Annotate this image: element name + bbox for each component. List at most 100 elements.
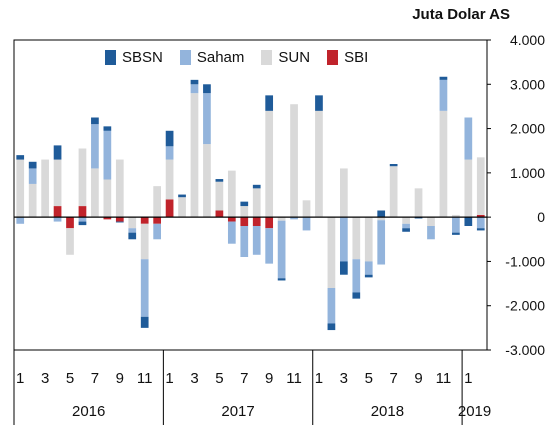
bar-saham-2016-12 [153,223,162,240]
bar-sun-2017-03 [190,93,199,218]
bar-sun-2018-06 [377,217,386,221]
bar-sun-2018-05 [364,217,373,262]
bar-saham-2017-11 [290,217,298,220]
bar-sbsn-2017-02 [178,194,186,198]
bar-sun-2016-09 [115,159,124,218]
bar-sbsn-2017-04 [203,84,211,94]
bar-saham-2017-09 [265,228,274,264]
bar-saham-2017-04 [203,93,211,145]
bar-sbi-2016-08 [103,217,112,220]
bar-sun-2018-08 [402,217,410,224]
legend-item-sun: SUN [261,49,310,66]
x-tick-label: 9 [265,370,273,387]
bar-sun-2016-01 [16,159,25,218]
y-tick-label: -2.000 [505,298,545,314]
bar-sun-2016-11 [140,223,149,260]
legend: SBSN Saham SUN SBI [105,49,385,66]
bar-sbsn-2017-09 [265,95,274,111]
bar-sbsn-2017-10 [277,278,286,281]
bar-sun-2016-02 [28,183,37,218]
y-tick-label: 1.000 [510,165,545,181]
bar-sun-2018-04 [352,217,361,260]
bar-sbsn-2017-03 [190,79,199,85]
bar-sbsn-2016-04 [53,145,62,160]
bar-sbsn-2019-01 [464,217,473,226]
x-tick-label: 3 [41,370,49,387]
bar-sbi-2017-08 [252,217,261,226]
bar-sbsn-2016-10 [128,232,137,240]
bar-sun-2016-05 [66,228,74,255]
bar-sun-2018-09 [414,188,423,218]
bar-sbsn-2016-02 [28,161,37,169]
bar-sun-2017-05 [215,181,224,211]
bar-saham-2017-06 [227,221,236,244]
bar-saham-2018-03 [339,217,348,262]
x-tick-label: 3 [340,370,348,387]
x-tick-label: 9 [414,370,422,387]
bar-sun-2017-10 [277,217,286,221]
bar-sun-2018-03 [339,168,348,218]
bar-sbsn-2018-08 [402,228,410,232]
year-label: 2018 [371,403,404,420]
bar-sbsn-2016-08 [103,126,112,131]
bar-saham-2018-12 [452,217,460,233]
legend-item-saham: Saham [179,49,245,66]
bar-sun-2017-09 [265,110,274,218]
bar-saham-2018-05 [364,261,373,275]
legend-swatch-sbi [327,50,339,65]
bar-saham-2017-03 [190,84,199,94]
bar-sun-2016-06 [78,148,87,207]
y-tick-label: 0 [537,209,545,225]
bar-saham-2019-01 [464,117,473,160]
bar-sbsn-2019-02 [476,228,485,231]
bar-sbsn-2016-06 [78,221,87,226]
x-tick-label: 11 [436,370,452,387]
y-tick-label: 3.000 [510,76,545,92]
year-label: 2016 [72,403,105,420]
bar-saham-2016-02 [28,168,37,184]
bar-sun-2017-02 [178,197,186,218]
year-label: 2019 [458,403,491,420]
x-tick-label: 5 [66,370,74,387]
y-tick-label: 2.000 [510,121,545,137]
bar-saham-2016-06 [78,217,87,222]
bar-sbi-2016-09 [115,217,124,222]
bar-sun-2016-04 [53,159,62,207]
x-tick-label: 11 [286,370,302,387]
bar-sbsn-2018-11 [439,76,448,80]
x-tick-label: 1 [16,370,24,387]
bar-sbsn-2018-05 [364,274,373,278]
x-tick-label: 11 [137,370,153,387]
bar-sbi-2017-09 [265,217,274,229]
x-tick-label: 7 [240,370,248,387]
bar-sun-2017-06 [227,170,236,218]
bar-sbsn-2017-08 [252,184,261,189]
bar-sun-2018-11 [439,110,448,218]
x-tick-label: 1 [464,370,472,387]
bar-sun-2019-02 [476,157,485,215]
bar-sbsn-2018-02 [327,323,336,331]
bar-sbsn-2018-04 [352,292,361,299]
unit-label: Juta Dolar AS [412,6,510,23]
bar-sbsn-2018-09 [414,217,423,219]
plot-frame [13,39,488,351]
y-tick-label: -1.000 [505,253,545,269]
bar-sbsn-2016-01 [16,155,25,160]
bar-sbsn-2017-01 [165,130,174,147]
bar-sbsn-2016-07 [91,117,99,125]
legend-label-saham: Saham [196,49,245,66]
bar-saham-2018-04 [352,259,361,293]
bar-sun-2017-04 [203,144,211,218]
bar-saham-2016-04 [53,217,62,222]
legend-label-sbi: SBI [344,49,369,66]
x-tick-label: 1 [315,370,323,387]
bar-sbi-2019-02 [476,214,485,218]
bar-sun-2018-07 [389,166,398,218]
x-tick-label: 7 [91,370,99,387]
bar-sun-2018-01 [315,110,323,218]
bar-saham-2018-06 [377,220,386,265]
bar-saham-2017-01 [165,146,174,160]
legend-item-sbi: SBI [327,49,368,66]
bar-sun-2017-08 [252,188,261,218]
